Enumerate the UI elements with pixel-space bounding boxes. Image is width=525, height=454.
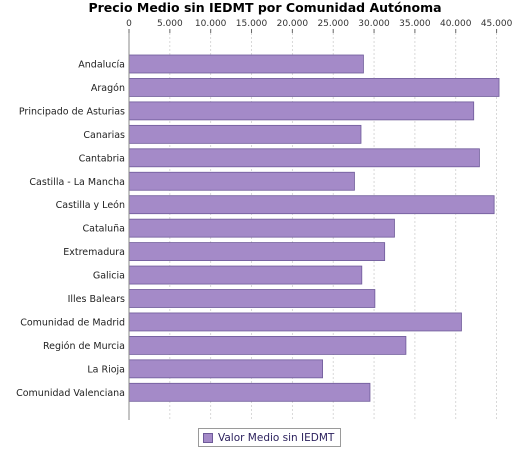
x-tick-label: 40.000 (440, 19, 472, 29)
bar (128, 359, 323, 379)
category-label: Castilla - La Mancha (29, 177, 125, 188)
bar (128, 78, 500, 97)
bar (128, 335, 407, 355)
bar (128, 148, 480, 168)
category-labels: Andalucía Aragón Principado de Asturias Can… (16, 60, 125, 399)
x-tick-label: 0 (126, 19, 132, 29)
category-label: Castilla y León (56, 200, 125, 211)
category-label: Canarias (83, 130, 125, 141)
category-label: Región de Murcia (43, 341, 125, 352)
x-tick-label: 5.000 (157, 19, 183, 29)
category-label: Andalucía (78, 60, 125, 71)
legend: Valor Medio sin IEDMT (198, 428, 342, 447)
legend-label: Valor Medio sin IEDMT (218, 431, 335, 444)
bar (128, 124, 362, 144)
x-tick-label: 20.000 (277, 19, 309, 29)
bar (128, 289, 376, 308)
category-label: Comunidad Valenciana (16, 388, 125, 399)
category-label: Cantabria (79, 153, 125, 164)
category-label: Illes Balears (68, 294, 125, 305)
x-tick-label: 15.000 (236, 19, 268, 29)
x-tick-label: 25.000 (317, 19, 349, 29)
category-label: Comunidad de Madrid (20, 317, 125, 328)
bar (128, 54, 364, 74)
bar-layer (128, 54, 500, 402)
category-label: Extremadura (63, 247, 125, 258)
x-tick-label: 30.000 (358, 19, 390, 29)
category-label: La Rioja (87, 364, 125, 375)
x-tick-label: 35.000 (399, 19, 431, 29)
bar (128, 265, 363, 285)
category-label: Galicia (93, 271, 125, 282)
category-label: Aragón (91, 83, 125, 94)
bar (128, 382, 371, 402)
bar (128, 242, 386, 262)
category-label: Principado de Asturias (19, 106, 125, 117)
bar (128, 195, 495, 215)
bar (128, 312, 462, 332)
legend-swatch (203, 432, 213, 443)
x-tick-label: 10.000 (195, 19, 227, 29)
bar (128, 171, 355, 191)
bar (128, 218, 395, 238)
x-tick-label: 45.000 (481, 19, 513, 29)
category-label: Cataluña (82, 224, 125, 235)
x-axis-ticks: 0 5.000 10.000 15.000 20.000 25.000 30.000 35.0… (126, 19, 513, 33)
bar (128, 101, 475, 121)
chart-title: Precio Medio sin IEDMT por Comunidad Aut… (88, 0, 441, 15)
